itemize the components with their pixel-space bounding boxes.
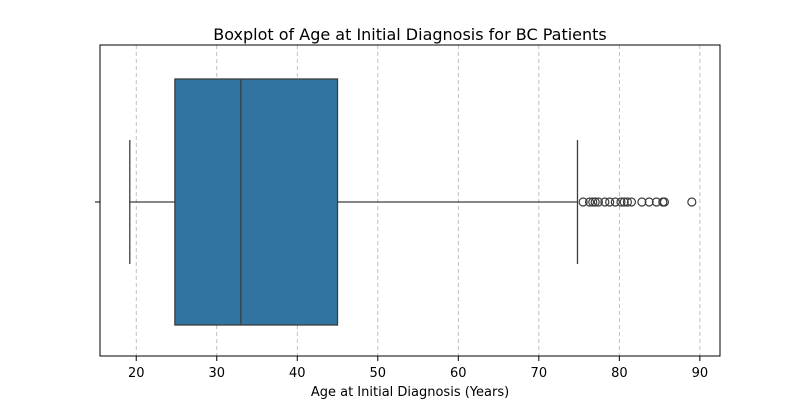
x-tick-label: 70 bbox=[531, 366, 548, 381]
x-tick-label: 80 bbox=[611, 366, 628, 381]
x-tick-label: 20 bbox=[128, 366, 145, 381]
x-tick-label: 50 bbox=[370, 366, 387, 381]
plot-layer bbox=[129, 78, 697, 326]
outlier-point bbox=[593, 197, 604, 207]
outlier-point bbox=[590, 197, 600, 207]
outlier-point bbox=[644, 197, 654, 207]
x-tick-label: 30 bbox=[208, 366, 225, 381]
outlier-point bbox=[659, 197, 670, 207]
outlier-point bbox=[687, 197, 697, 207]
x-tick-label: 90 bbox=[692, 366, 709, 381]
outlier-point bbox=[584, 197, 595, 207]
outlier-point bbox=[578, 197, 588, 207]
outlier-point bbox=[605, 197, 615, 207]
chart-title: Boxplot of Age at Initial Diagnosis for … bbox=[213, 25, 607, 44]
outlier-point bbox=[626, 197, 637, 207]
outlier-point bbox=[610, 197, 620, 207]
outlier-point bbox=[637, 197, 647, 207]
x-axis-label: Age at Initial Diagnosis (Years) bbox=[311, 385, 509, 400]
outlier-point bbox=[622, 197, 633, 207]
x-axis-ticks: 20 30 40 50 60 70 80 90 bbox=[128, 356, 708, 381]
outlier-point bbox=[616, 197, 626, 207]
x-tick-label: 60 bbox=[450, 366, 467, 381]
outlier-point bbox=[600, 197, 610, 207]
outlier-point bbox=[588, 197, 598, 207]
iqr-box bbox=[174, 78, 339, 326]
x-tick-label: 40 bbox=[289, 366, 306, 381]
outlier-point bbox=[619, 197, 629, 207]
plot-frame bbox=[99, 44, 721, 357]
